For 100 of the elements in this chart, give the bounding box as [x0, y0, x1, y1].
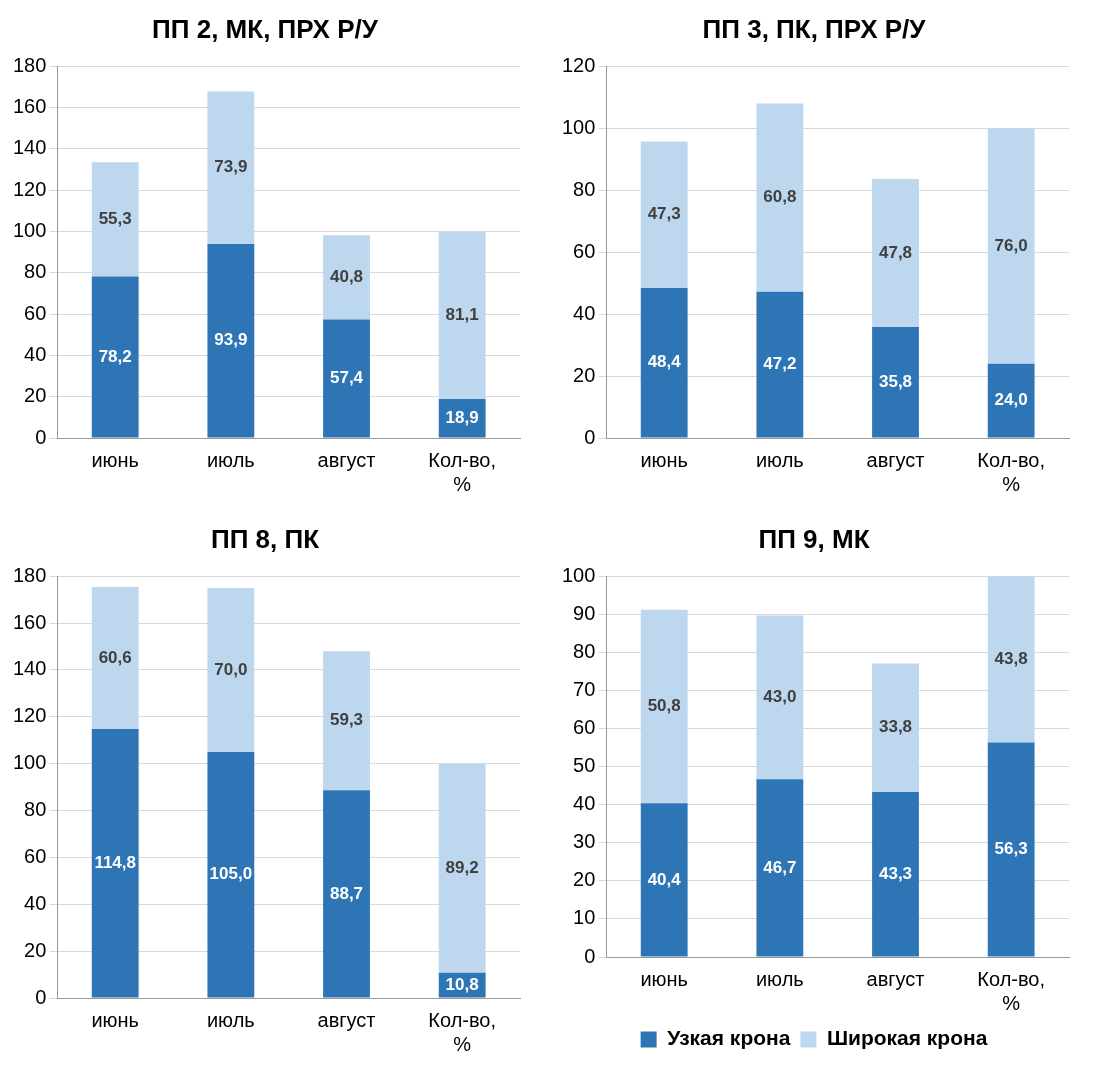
chart-title: ПП 9, МК [758, 523, 870, 554]
x-tick-label: июнь [640, 967, 689, 990]
bar [438, 763, 486, 973]
y-tick-label: 0 [584, 425, 596, 448]
y-tick-label: 120 [561, 53, 596, 76]
data-label: 43,8 [994, 648, 1028, 668]
x-tick-label: июнь [91, 448, 140, 471]
data-label: 59,3 [329, 710, 364, 730]
bar [640, 803, 688, 957]
y-tick-label: 70 [573, 677, 596, 700]
y-tick-label: 90 [573, 601, 596, 624]
y-tick-label: 180 [12, 53, 47, 76]
y-tick-label: 40 [24, 891, 47, 914]
y-tick-label: 20 [24, 384, 47, 407]
bar [872, 663, 919, 793]
chart-title: ПП 8, ПК [210, 523, 320, 554]
x-tick-label: июль [206, 448, 255, 471]
data-label: 89,2 [445, 857, 479, 877]
data-label: 76,0 [994, 235, 1028, 255]
data-label: 43,3 [878, 863, 913, 883]
bar [640, 609, 688, 804]
y-tick-label: 120 [12, 704, 47, 727]
y-tick-label: 80 [24, 260, 47, 283]
y-tick-label: 0 [35, 425, 47, 448]
x-tick-label: август [317, 1008, 376, 1031]
data-label: 73,9 [214, 157, 248, 177]
y-tick-label: 100 [12, 751, 47, 774]
y-tick-label: 40 [573, 301, 596, 324]
x-tick-label: Кол-во, % [977, 967, 1046, 1014]
bar [207, 587, 255, 752]
bar [872, 178, 919, 328]
x-tick-label: июль [755, 967, 804, 990]
y-tick-label: 20 [573, 363, 596, 386]
data-label: 24,0 [994, 390, 1028, 410]
y-tick-label: 0 [584, 944, 596, 967]
data-label: 43,0 [763, 686, 797, 706]
bar [756, 779, 804, 957]
y-tick-label: 10 [573, 906, 596, 929]
y-tick-label: 120 [12, 177, 47, 200]
bar [91, 276, 139, 438]
data-label: 55,3 [98, 209, 132, 229]
y-tick-label: 180 [12, 563, 47, 586]
y-tick-label: 160 [12, 95, 47, 118]
bar [756, 103, 804, 292]
x-tick-label: август [866, 967, 925, 990]
y-tick-label: 30 [573, 830, 596, 853]
y-tick-label: 60 [573, 239, 596, 262]
bar [987, 128, 1035, 364]
data-label: 33,8 [878, 717, 913, 737]
y-tick-label: 0 [35, 985, 47, 1008]
data-label: 18,9 [445, 407, 479, 427]
y-tick-label: 50 [573, 754, 596, 777]
y-tick-label: 140 [12, 136, 47, 159]
bar [323, 651, 370, 791]
data-label: 60,8 [763, 187, 797, 207]
data-label: 46,7 [763, 857, 797, 877]
data-label: 81,1 [445, 304, 479, 324]
bar [323, 319, 370, 438]
data-label: 56,3 [994, 839, 1028, 859]
bar [91, 728, 139, 998]
bar [872, 327, 919, 438]
bar [640, 141, 688, 289]
y-tick-label: 100 [561, 563, 596, 586]
data-label: 70,0 [214, 659, 248, 679]
x-tick-label: Кол-во, % [977, 448, 1046, 495]
bar [91, 162, 139, 277]
data-label: 105,0 [209, 864, 253, 884]
bar [207, 244, 255, 438]
data-label: 10,8 [445, 974, 479, 994]
x-tick-label: Кол-во, % [428, 1008, 497, 1055]
chart-title: ПП 3, ПК, ПРХ Р/У [702, 13, 927, 44]
data-label: 47,2 [763, 354, 797, 374]
data-label: 88,7 [329, 883, 364, 903]
data-label: 40,4 [647, 869, 682, 889]
y-tick-label: 60 [24, 844, 47, 867]
x-tick-label: июнь [640, 448, 689, 471]
data-label: 57,4 [329, 368, 364, 388]
y-tick-label: 60 [24, 301, 47, 324]
bar [987, 742, 1035, 957]
y-tick-label: 100 [12, 218, 47, 241]
bar [91, 586, 139, 729]
bar [640, 288, 688, 438]
bar [987, 576, 1035, 743]
legend-label: Широкая крона [826, 1026, 988, 1050]
bar [756, 615, 804, 780]
data-label: 93,9 [214, 330, 248, 350]
chart-title: ПП 2, МК, ПРХ Р/У [152, 13, 379, 44]
data-label: 47,8 [878, 242, 913, 262]
data-label: 47,3 [647, 204, 681, 224]
x-tick-label: июнь [91, 1008, 140, 1031]
x-tick-label: Кол-во, % [428, 448, 497, 495]
data-label: 40,8 [329, 266, 364, 286]
y-tick-label: 80 [573, 639, 596, 662]
y-tick-label: 100 [561, 115, 596, 138]
y-tick-label: 20 [24, 938, 47, 961]
bar [207, 751, 255, 998]
y-tick-label: 60 [573, 716, 596, 739]
x-tick-label: август [317, 448, 376, 471]
bar [987, 363, 1035, 438]
bar [207, 91, 255, 245]
